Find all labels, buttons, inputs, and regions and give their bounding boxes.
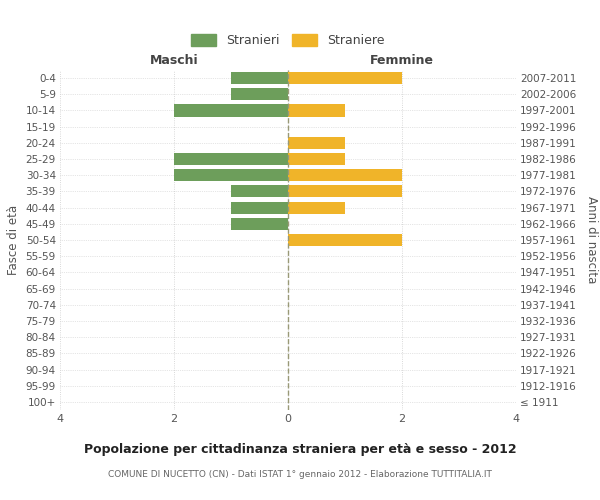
Bar	[231, 202, 288, 213]
Bar	[174, 169, 288, 181]
Text: Maschi: Maschi	[149, 54, 199, 67]
Bar	[288, 72, 402, 84]
Bar	[288, 186, 402, 198]
Y-axis label: Fasce di età: Fasce di età	[7, 205, 20, 275]
Bar	[231, 72, 288, 84]
Bar	[288, 153, 345, 165]
Y-axis label: Anni di nascita: Anni di nascita	[585, 196, 598, 284]
Bar	[288, 234, 402, 246]
Text: COMUNE DI NUCETTO (CN) - Dati ISTAT 1° gennaio 2012 - Elaborazione TUTTITALIA.IT: COMUNE DI NUCETTO (CN) - Dati ISTAT 1° g…	[108, 470, 492, 479]
Bar	[174, 153, 288, 165]
Bar	[231, 88, 288, 101]
Legend: Stranieri, Straniere: Stranieri, Straniere	[186, 28, 390, 52]
Bar	[231, 186, 288, 198]
Bar	[174, 104, 288, 117]
Text: Popolazione per cittadinanza straniera per età e sesso - 2012: Popolazione per cittadinanza straniera p…	[83, 442, 517, 456]
Bar	[288, 169, 402, 181]
Text: Femmine: Femmine	[370, 54, 434, 67]
Bar	[288, 104, 345, 117]
Bar	[288, 202, 345, 213]
Bar	[288, 137, 345, 149]
Bar	[231, 218, 288, 230]
